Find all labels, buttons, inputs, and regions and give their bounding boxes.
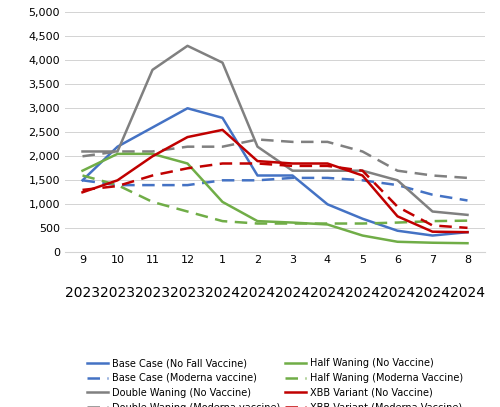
Legend: Base Case (No Fall Vaccine), Base Case (Moderna vaccine), Double Waning (No Vacc: Base Case (No Fall Vaccine), Base Case (… (86, 358, 464, 407)
